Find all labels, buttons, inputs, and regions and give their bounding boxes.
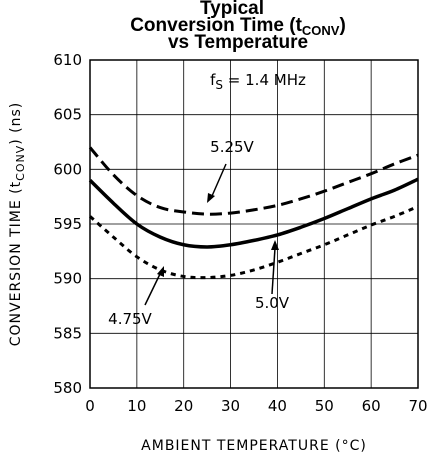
arrowhead-5-0v [271, 240, 279, 250]
arrow-4-75v [144, 273, 161, 306]
label-5-0v: 5.0V [255, 294, 290, 312]
y-axis-label-sub: CONV [14, 145, 27, 181]
series-layer [88, 146, 419, 280]
series-line-5-0v [88, 177, 419, 249]
condition-label-rest: = 1.4 MHz [223, 71, 306, 89]
y-tick-label: 605 [53, 106, 82, 124]
y-tick-label: 610 [53, 51, 82, 69]
label-4-75v: 4.75V [108, 310, 152, 328]
y-axis-label-suffix: ) (ns) [8, 102, 24, 145]
condition-label: fS = 1.4 MHz [210, 71, 306, 92]
x-tick-label: 60 [362, 397, 381, 415]
condition-label-sub: S [215, 78, 223, 92]
chart-title-line2-prefix: Conversion Time (t [130, 15, 302, 36]
arrow-5-25v [211, 163, 227, 197]
x-tick-label: 30 [221, 397, 240, 415]
chart-title-line2: Conversion Time (tCONV) [130, 15, 346, 38]
tick-labels: 0 10 20 30 40 50 60 70 580 585 590 595 600 605 610 [53, 51, 427, 415]
y-axis-label: CONVERSION TIME (tCONV) (ns) [8, 102, 27, 347]
x-tick-label: 0 [85, 397, 95, 415]
x-tick-label: 20 [174, 397, 193, 415]
chart-title-line3: vs Temperature [168, 32, 308, 53]
y-axis-label-prefix: CONVERSION TIME (t [8, 181, 24, 346]
series-line-4-75v [89, 205, 419, 280]
arrow-5-0v [271, 247, 276, 295]
arrowhead-4-75v [157, 266, 164, 277]
y-tick-label: 600 [53, 160, 82, 178]
chart-title-line2-suffix: ) [339, 15, 345, 36]
y-tick-label: 585 [53, 324, 82, 342]
chart-title-line2-sub: CONV [302, 23, 340, 38]
arrowhead-5-25v [207, 193, 215, 203]
series-line-5-25v [88, 146, 419, 216]
label-5-25v: 5.25V [210, 138, 254, 156]
x-axis-label: AMBIENT TEMPERATURE (°C) [141, 438, 367, 454]
x-tick-label: 10 [127, 397, 146, 415]
y-tick-label: 595 [53, 215, 82, 233]
plot-frame [89, 59, 419, 389]
grid [90, 60, 418, 388]
x-tick-label: 50 [315, 397, 334, 415]
condition-label-main: f [210, 71, 216, 89]
x-tick-label: 70 [408, 397, 427, 415]
chart-title-line1: Typical [200, 0, 264, 19]
y-tick-label: 580 [53, 379, 82, 397]
y-tick-label: 590 [53, 270, 82, 288]
x-tick-label: 40 [268, 397, 287, 415]
